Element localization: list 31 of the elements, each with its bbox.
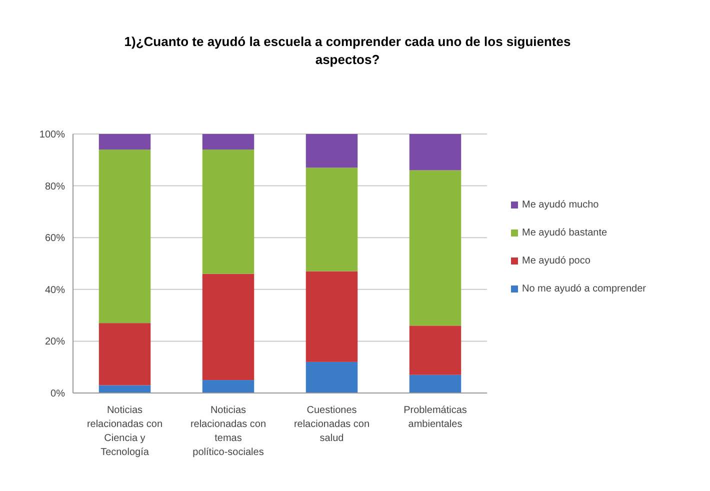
bar xyxy=(202,134,254,150)
bar xyxy=(202,380,254,393)
bar xyxy=(409,326,462,375)
bar xyxy=(409,134,462,170)
y-tick-label: 60% xyxy=(44,233,66,244)
bar xyxy=(306,271,358,362)
y-tick-label: 40% xyxy=(44,284,66,296)
legend-label: Me ayudó mucho xyxy=(522,200,600,210)
y-tick-label: 0% xyxy=(50,388,66,400)
bar xyxy=(202,274,254,380)
y-tick-label: 100% xyxy=(39,130,66,140)
chart-title: 1)¿Cuanto te ayudó la escuela a comprender cada uno de los siguientes aspectos? xyxy=(124,34,571,67)
x-tick-label: Problemáticas ambientales xyxy=(404,405,467,430)
bar xyxy=(306,362,358,393)
bar xyxy=(409,170,462,326)
y-tick-label: 20% xyxy=(44,336,66,348)
x-tick-label: Noticias relacionadas con Ciencia y Tecnología xyxy=(86,405,163,458)
bar xyxy=(98,150,151,324)
bar xyxy=(409,374,462,393)
legend-label: No me ayudó a comprender xyxy=(522,284,647,294)
x-tick-label: Noticias relacionadas con temas político-sociales xyxy=(190,405,266,458)
x-tick-label: Cuestiones relacionadas con salud xyxy=(294,405,370,444)
legend-label: Me ayudó bastante xyxy=(522,228,608,238)
bar xyxy=(306,168,358,272)
bar xyxy=(202,150,254,274)
y-tick-label: 80% xyxy=(44,181,66,192)
bar xyxy=(98,134,151,150)
legend-label: Me ayudó poco xyxy=(522,256,591,266)
bar xyxy=(98,323,151,386)
bar xyxy=(306,134,358,168)
bar xyxy=(98,385,151,393)
